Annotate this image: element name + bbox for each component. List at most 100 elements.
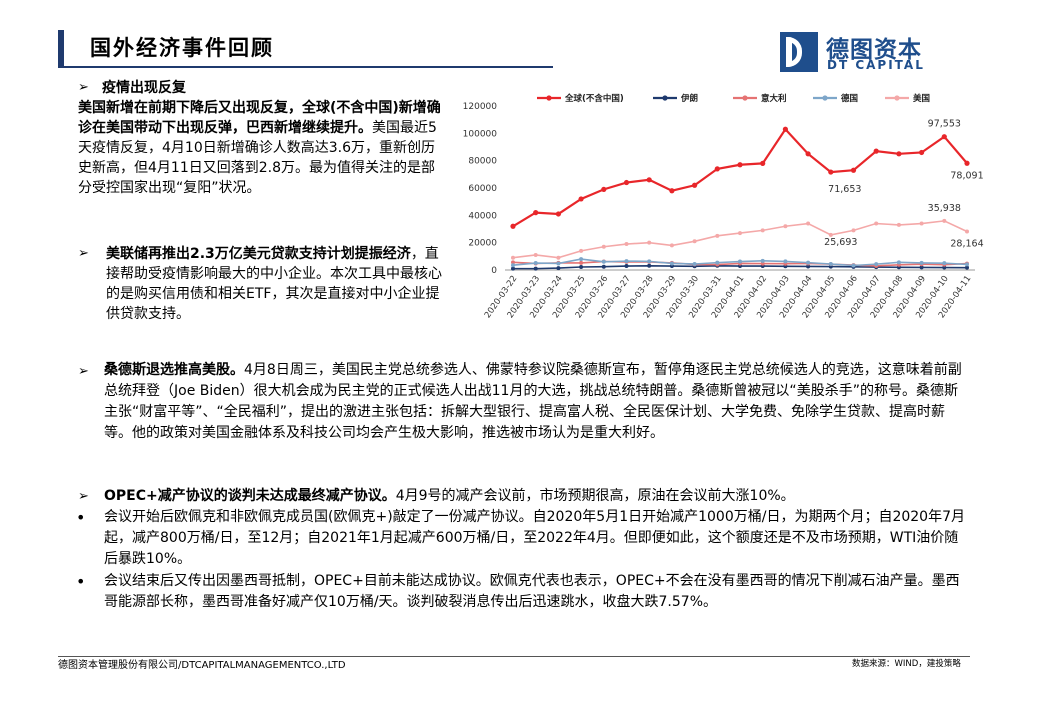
page-title: 国外经济事件回顾 [90,35,274,60]
data-point [601,244,606,249]
data-point [533,261,538,266]
legend-label: 德国 [841,93,858,104]
paragraph-bold: 桑德斯退选推高美股。 [104,362,244,378]
arrow-bullet-icon: ➢ [78,364,89,379]
data-point [669,188,675,194]
data-point [760,228,765,233]
data-point [965,265,969,270]
data-point [896,222,901,227]
data-point [919,265,924,270]
data-point [942,265,947,270]
data-point [578,196,584,202]
data-point [806,221,811,226]
data-point [805,151,811,157]
section-paragraph: 美联储再推出2.3万亿美元贷款支持计划提振经济，直接帮助受疫情影响最大的中小企业… [106,244,446,324]
data-label: 28,164 [950,239,983,250]
data-point [760,258,765,263]
dot-bullet-icon: • [76,572,86,591]
data-point [511,266,515,271]
data-point [850,167,857,173]
sub-bullet-text: 会议开始后欧佩克和非欧佩克成员国(欧佩克+)敲定了一份减产协议。自2020年5月… [104,509,965,567]
data-point [601,259,606,264]
y-axis: 0 20000 40000 60000 80000 100000 120000 [463,102,975,276]
data-point [896,260,901,265]
data-label: 35,938 [928,203,961,214]
data-point [851,228,856,233]
arrow-bullet-icon: ➢ [78,80,89,95]
data-point [647,240,652,245]
data-point [783,259,788,264]
covid-new-cases-chart: 全球(不含中国) 伊朗 意大利 德国 美国 0 20000 40000 60000 80000 1… [463,93,984,320]
data-point [624,242,629,247]
logo-text-en: DT CAPITAL [827,58,925,72]
title-accent-bar [58,30,64,66]
x-axis: 2020-03-222020-03-232020-03-242020-03-25… [483,274,974,320]
arrow-bullet-icon: ➢ [78,489,89,504]
series-line [512,127,968,228]
y-tick-label: 80000 [468,157,497,167]
data-point [669,243,674,248]
arrow-bullet-icon: ➢ [78,246,89,261]
section-paragraph: OPEC+减产协议的谈判未达成最终减产协议。4月9号的减产会议前，市场预期很高，… [104,486,970,507]
legend-marker [662,95,668,101]
data-point [964,160,970,166]
data-point [579,264,584,269]
paragraph-text: ，直接帮助受疫情影响最大的中小企业。本次工具中最核心的是购买信用债和相关ETF，… [106,246,442,322]
data-point [647,263,652,268]
data-point [806,260,811,265]
y-tick-label: 100000 [463,129,498,139]
data-point [715,233,720,238]
data-point [579,260,584,265]
data-point [919,221,924,226]
paragraph-text: 美国最近5天疫情反复，4月10日新增确诊人数高达3.6万，重新创历史新高，但4月… [78,120,437,196]
footer-divider [58,656,970,657]
section-paragraph: 桑德斯退选推高美股。4月8日周三，美国民主党总统参选人、佛蒙特参议院桑德斯宣布，… [104,360,970,444]
footer-source: 数据来源：WIND，建投策略 [852,659,961,669]
data-point [692,239,697,244]
data-point [714,166,720,172]
data-point [579,257,584,262]
data-point [601,264,606,269]
data-point [555,211,561,217]
data-label: 78,091 [950,170,983,181]
legend-label: 伊朗 [680,93,698,104]
section-paragraph: 美国新增在前期下降后又出现反复，全球(不含中国)新增确诊在美国带动下出现反弹，巴… [78,98,448,198]
data-point [874,262,879,267]
legend-marker [822,95,828,101]
data-point [873,148,879,154]
logo-mark-icon [780,32,818,72]
legend-label: 美国 [913,93,930,104]
legend-marker [546,95,552,101]
data-point [624,259,629,264]
data-point [556,261,561,266]
data-point [556,255,561,260]
data-point [965,262,969,267]
data-point [737,162,743,168]
data-point [601,186,607,192]
paragraph-text: 4月9号的减产会议前，市场预期很高，原油在会议前大涨10%。 [395,488,795,504]
plot-area: 97,553 71,653 78,091 35,938 25,693 28,164 [510,119,984,271]
data-point [919,260,924,265]
data-point [692,261,697,266]
data-point [941,134,947,140]
data-point [965,229,969,234]
data-point [647,259,652,264]
data-point [692,182,698,188]
dot-bullet-icon: • [76,508,86,527]
data-point [511,260,515,265]
footer-company: 德图资本管理股份有限公司/DTCAPITALMANAGEMENTCO.,LTD [58,660,346,671]
paragraph-bold: OPEC+减产协议的谈判未达成最终减产协议。 [104,488,396,504]
data-point [669,261,674,266]
legend-marker [894,95,900,101]
y-tick-label: 60000 [468,184,497,194]
company-logo: 德图资本 DT CAPITAL [780,32,940,74]
data-point [510,223,516,229]
logo-text-cn: 德图资本 [826,37,922,63]
section-heading: 疫情出现反复 [102,80,186,96]
data-point [828,261,833,266]
paragraph-bold: 美国新增在前期下降后又出现反复，全球(不含中国)新增确诊在美国带动下出现反弹，巴… [78,100,441,136]
data-point [623,179,630,186]
sub-bullet-text: 会议结束后又传出因墨西哥抵制，OPEC+目前未能达成协议。欧佩克代表也表示，OP… [104,573,960,610]
data-point [511,263,515,268]
data-point [533,210,539,216]
